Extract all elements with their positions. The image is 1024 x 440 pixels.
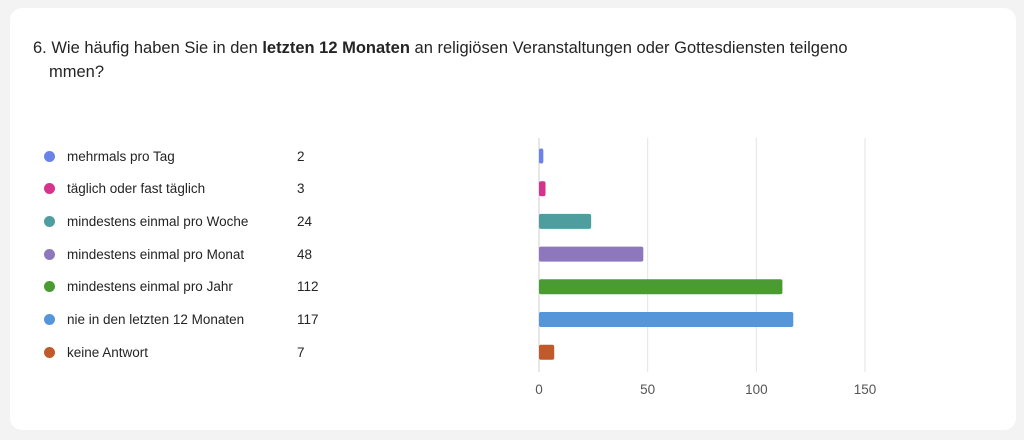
legend-item: nie in den letzten 12 Monaten 117	[44, 310, 319, 330]
legend-item: mindestens einmal pro Woche 24	[44, 211, 312, 231]
legend-dot-icon	[44, 183, 55, 195]
legend-count: 48	[297, 246, 313, 262]
legend-item: keine Antwort 7	[44, 342, 305, 362]
title-text: 6. Wie häufig haben Sie in den	[33, 39, 263, 57]
legend-dot-icon	[44, 150, 55, 162]
legend-count: 24	[297, 213, 313, 229]
x-tick-label: 50	[640, 382, 655, 397]
legend-count: 2	[297, 148, 305, 164]
legend-dot-icon	[44, 346, 55, 358]
legend-count: 117	[297, 312, 319, 327]
legend-label: mehrmals pro Tag	[67, 148, 175, 164]
bar[interactable]	[539, 312, 794, 327]
legend-label: nie in den letzten 12 Monaten	[67, 312, 245, 327]
bar[interactable]	[539, 344, 555, 360]
bar[interactable]	[539, 148, 544, 164]
bar[interactable]	[539, 246, 644, 262]
legend-dot-icon	[44, 215, 55, 227]
x-tick-label: 0	[535, 382, 543, 397]
bar[interactable]	[539, 181, 546, 197]
legend-count: 7	[297, 344, 305, 360]
legend-dot-icon	[44, 314, 55, 325]
legend-item: mindestens einmal pro Jahr 112	[44, 277, 319, 297]
question-card	[10, 8, 1016, 430]
legend-item: mindestens einmal pro Monat 48	[44, 244, 312, 264]
legend-label: keine Antwort	[67, 344, 149, 360]
bar[interactable]	[539, 213, 592, 229]
title-continuation: mmen?	[49, 63, 105, 81]
legend-label: mindestens einmal pro Woche	[67, 213, 249, 229]
x-tick-label: 100	[745, 382, 768, 397]
legend-item: täglich oder fast täglich 3	[44, 179, 305, 199]
legend-count: 3	[297, 181, 305, 197]
legend-dot-icon	[44, 248, 55, 260]
bar[interactable]	[539, 279, 783, 295]
legend-item: mehrmals pro Tag 2	[44, 146, 305, 166]
legend-label: mindestens einmal pro Jahr	[67, 279, 233, 295]
legend-label: täglich oder fast täglich	[67, 181, 206, 197]
legend-count: 112	[297, 279, 319, 295]
title-text-end: an religiösen Veranstaltungen oder Gotte…	[409, 39, 848, 57]
x-tick-label: 150	[854, 382, 877, 397]
title-bold: letzten 12 Monaten	[262, 39, 410, 57]
question-title: 6. Wie häufig haben Sie in den letzten 1…	[33, 36, 893, 84]
legend-dot-icon	[44, 281, 55, 293]
legend-label: mindestens einmal pro Monat	[67, 246, 245, 262]
